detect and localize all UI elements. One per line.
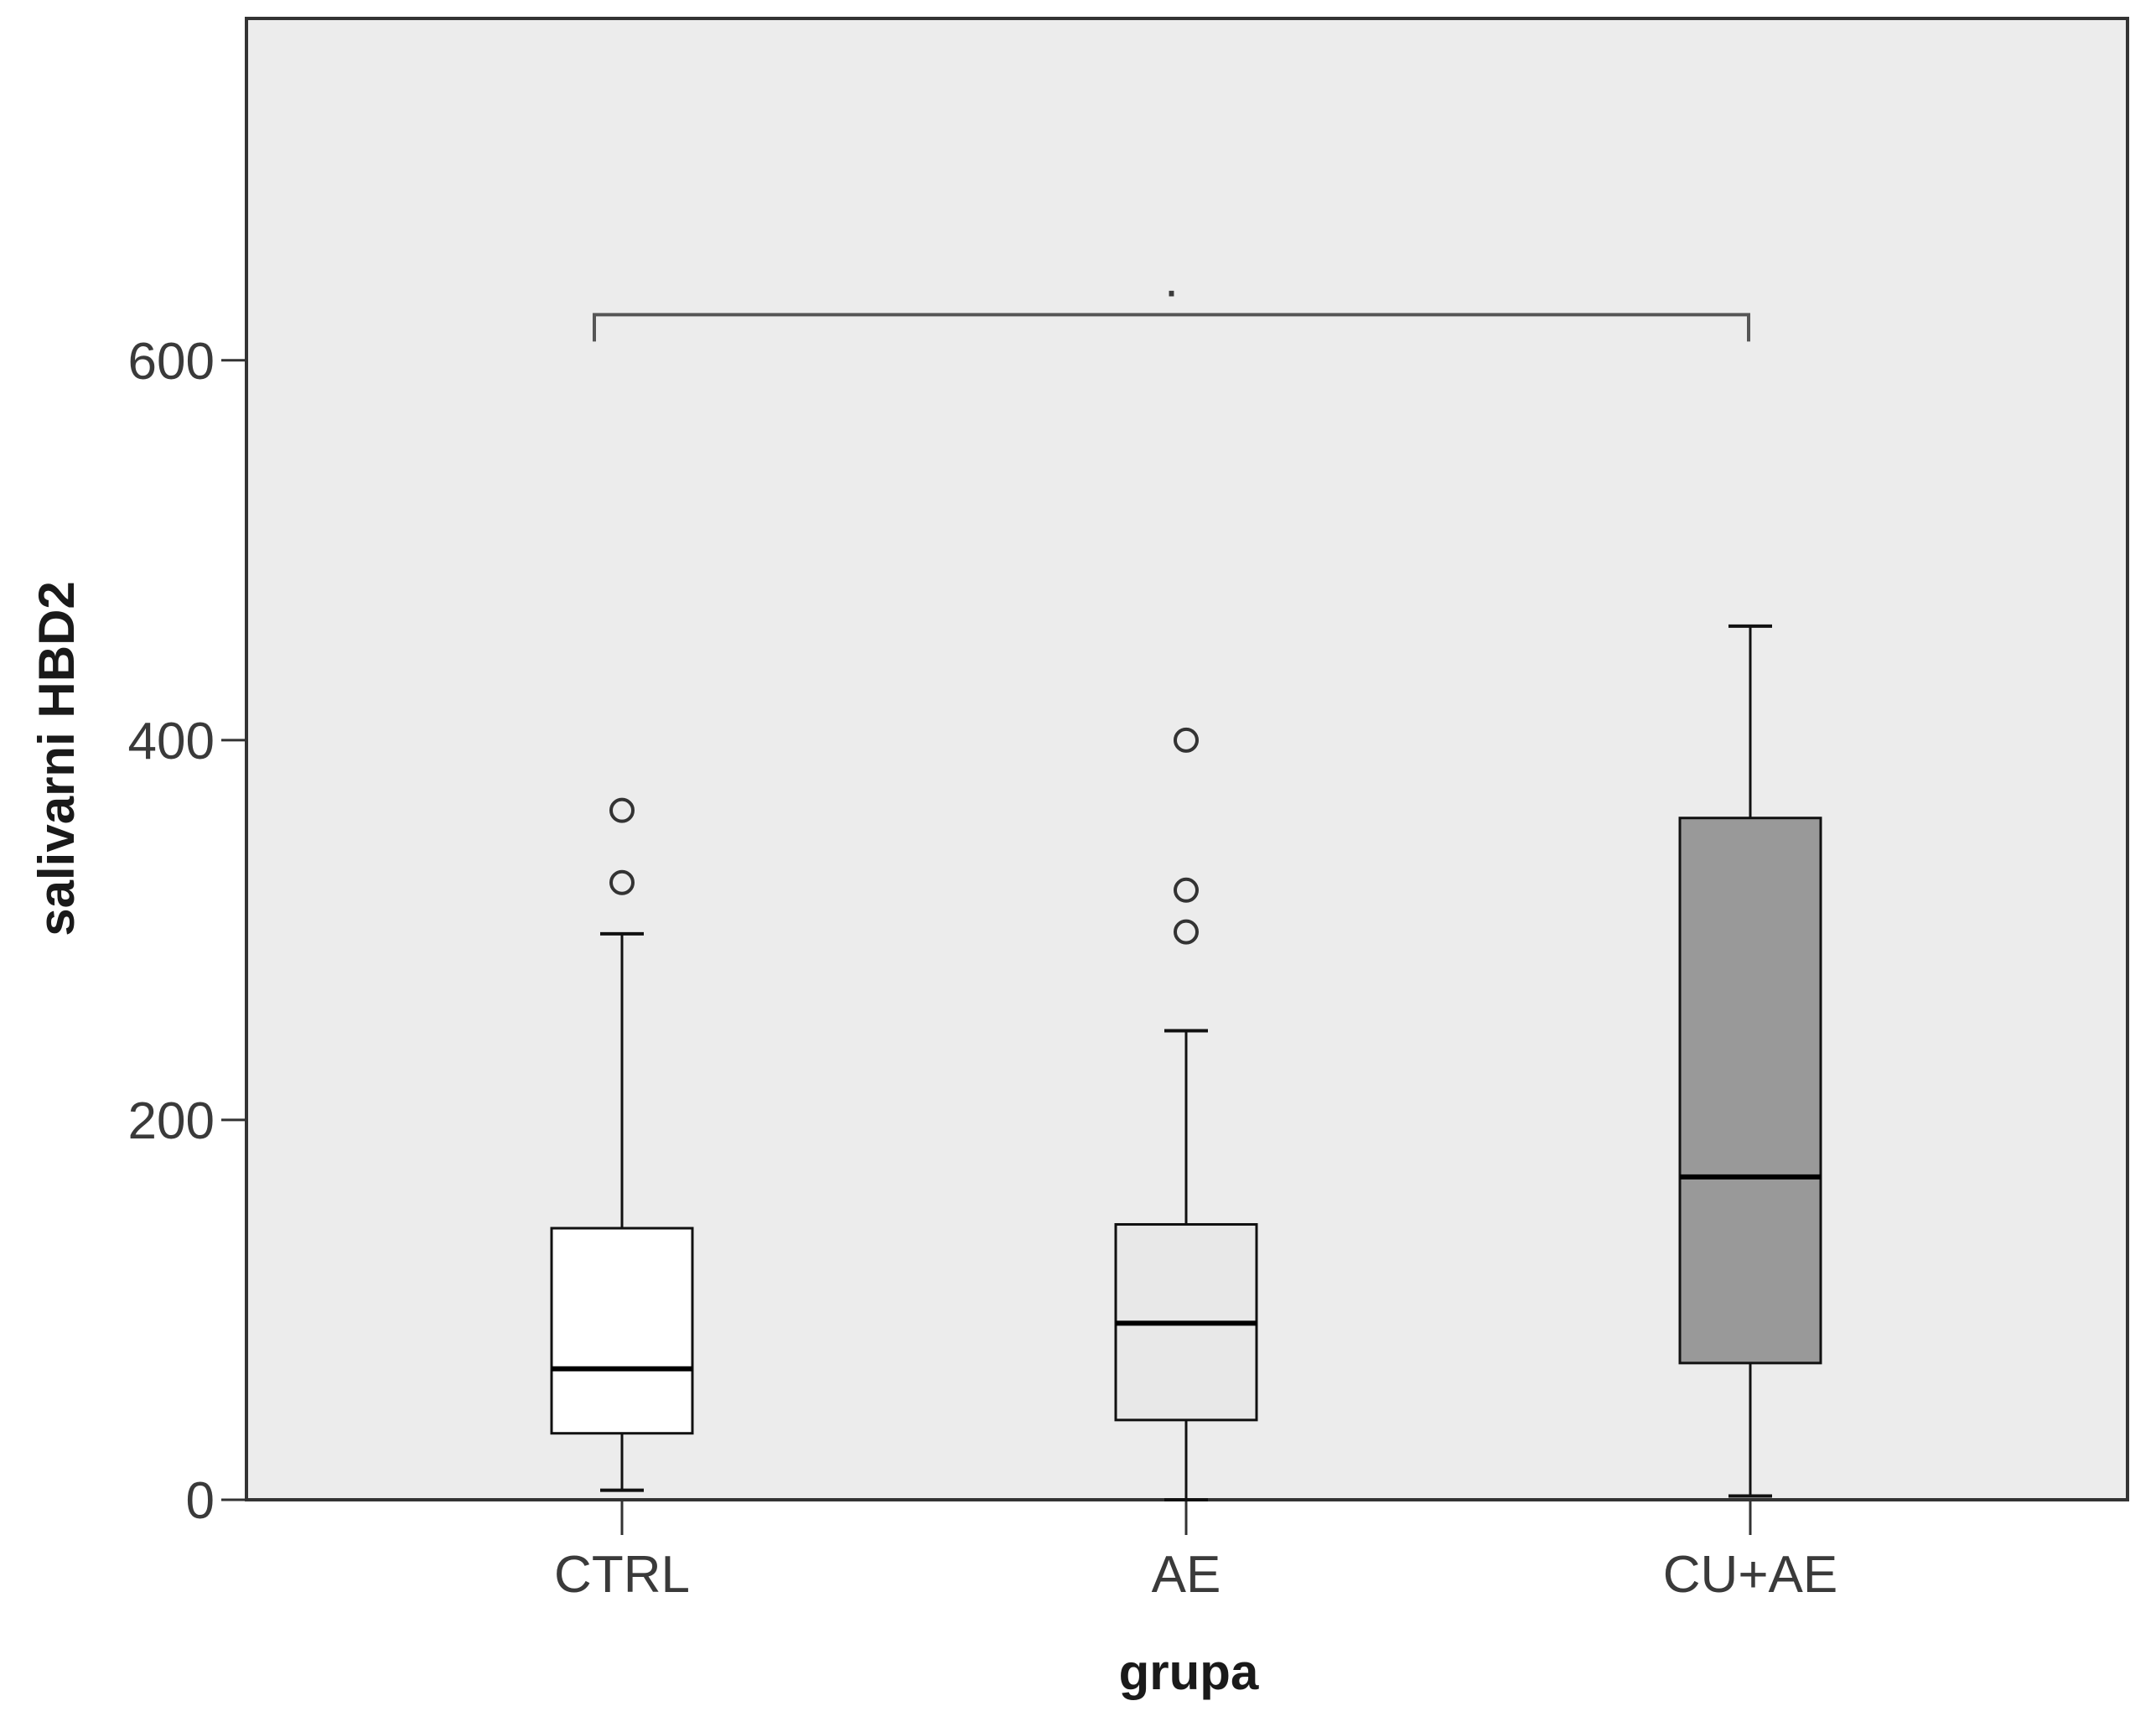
y-axis-title: salivarni HBD2 [29,581,85,936]
y-axis: 0 200 400 600 [128,333,246,1530]
outlier-point [1174,877,1199,903]
y-tick-label: 0 [186,1472,215,1530]
bracket-label: . [1164,250,1179,308]
y-tick-label: 600 [128,333,215,391]
x-tick-label: CTRL [554,1546,690,1604]
box-group [1114,727,1258,1501]
boxes [550,624,1822,1501]
bracket-line [593,313,1750,342]
outlier-point [1174,727,1199,753]
y-tick-label: 400 [128,713,215,770]
box-group [1678,624,1822,1498]
y-tick-label: 200 [128,1092,215,1150]
x-axis-title: grupa [1119,1644,1259,1700]
x-tick-label: CU+AE [1663,1546,1837,1604]
iqr-box [1678,817,1822,1365]
x-tick-label: AE [1152,1546,1221,1604]
x-axis: CTRL AE CU+AE [554,1500,1837,1604]
outlier-point [609,797,635,823]
box-group [550,797,694,1492]
outlier-point [1174,919,1199,945]
outlier-point [609,869,635,895]
iqr-box [550,1226,694,1435]
significance-bracket: . [593,250,1750,342]
